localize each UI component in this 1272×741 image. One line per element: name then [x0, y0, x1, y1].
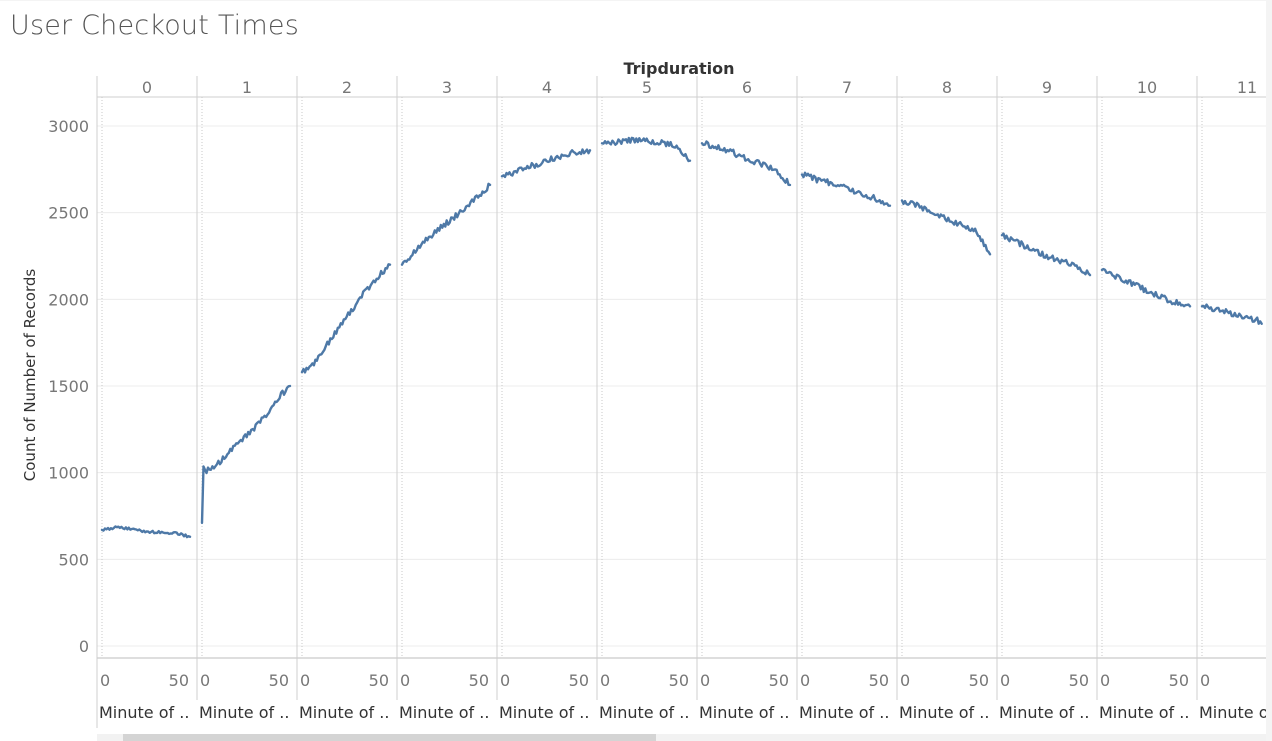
scrollbar-track[interactable]	[97, 734, 1266, 741]
x-tick-label: 0	[900, 671, 910, 690]
x-tick-label: 50	[169, 671, 189, 690]
x-tick-label: 50	[1069, 671, 1089, 690]
x-tick-label: 50	[369, 671, 389, 690]
x-tick-label: 0	[200, 671, 210, 690]
scrollbar-thumb[interactable]	[123, 734, 656, 741]
series-line-panel-11	[1200, 303, 1263, 325]
chart-title: User Checkout Times	[10, 10, 299, 41]
panel-header-label: 6	[742, 78, 752, 97]
x-axis-title: Minute of ..	[499, 703, 589, 722]
panel-header-label: 1	[242, 78, 252, 97]
x-axis-title: Minute of ..	[399, 703, 489, 722]
series-line-panel-1	[200, 384, 292, 525]
series-line-panel-2	[300, 263, 392, 374]
x-tick-label: 0	[1000, 671, 1010, 690]
series-line-panel-10	[1100, 267, 1192, 308]
x-tick-label: 0	[700, 671, 710, 690]
x-axis-title: Minute of ..	[999, 703, 1089, 722]
y-tick-label: 500	[58, 550, 89, 569]
series-line-panel-8	[900, 199, 992, 256]
frame-layer	[96, 76, 1266, 728]
y-tick-label: 2500	[48, 204, 89, 223]
x-tick-label: 50	[869, 671, 889, 690]
panel-header-label: 0	[142, 78, 152, 97]
x-axis-title: Minute of ..	[899, 703, 989, 722]
grid-layer	[97, 125, 1266, 647]
panel-header-label: 10	[1137, 78, 1157, 97]
data-layer	[100, 136, 1263, 539]
x-tick-label: 0	[500, 671, 510, 690]
x-tick-label: 0	[1100, 671, 1110, 690]
x-axis-title: Minute of ..	[599, 703, 689, 722]
column-header: Tripduration	[623, 59, 734, 78]
y-tick-label: 1500	[48, 377, 89, 396]
x-tick-label: 50	[769, 671, 789, 690]
x-axis-title: Minute of ..	[299, 703, 389, 722]
panel-header-label: 5	[642, 78, 652, 97]
x-tick-label: 50	[469, 671, 489, 690]
panel-header-label: 3	[442, 78, 452, 97]
panel-header-label: 9	[1042, 78, 1052, 97]
x-axis-title: Minute of ..	[799, 703, 889, 722]
panel-header-label: 4	[542, 78, 552, 97]
y-tick-label: 3000	[48, 117, 89, 136]
label-layer: Tripduration Count of Number of Records …	[21, 59, 1266, 722]
panel-header-label: 11	[1237, 78, 1257, 97]
x-tick-label: 0	[100, 671, 110, 690]
x-tick-label: 50	[969, 671, 989, 690]
y-tick-label: 0	[79, 637, 89, 656]
x-tick-label: 50	[269, 671, 289, 690]
x-axis-title: Minute of ..	[99, 703, 189, 722]
series-line-panel-5	[600, 136, 692, 163]
x-axis-title: Minute of ..	[699, 703, 789, 722]
panel-header-label: 2	[342, 78, 352, 97]
series-line-panel-7	[800, 171, 892, 207]
x-tick-label: 50	[1169, 671, 1189, 690]
x-axis-title: Minute of ..	[1099, 703, 1189, 722]
series-line-panel-4	[500, 148, 592, 179]
x-axis-title: Minute of ..	[199, 703, 289, 722]
x-tick-label: 0	[800, 671, 810, 690]
x-tick-label: 50	[569, 671, 589, 690]
x-tick-label: 50	[669, 671, 689, 690]
series-line-panel-9	[1000, 232, 1092, 277]
series-line-panel-6	[700, 140, 792, 187]
x-tick-label: 0	[400, 671, 410, 690]
series-line-panel-3	[400, 182, 492, 266]
top-border	[0, 0, 1266, 1]
x-tick-label: 0	[600, 671, 610, 690]
horizontal-scrollbar[interactable]	[97, 734, 1266, 741]
series-line-panel-0	[100, 525, 192, 539]
x-tick-label: 0	[300, 671, 310, 690]
x-tick-label: 0	[1200, 671, 1210, 690]
panel-header-label: 7	[842, 78, 852, 97]
vertical-scrollbar[interactable]	[1266, 0, 1272, 741]
panel-header-label: 8	[942, 78, 952, 97]
y-tick-label: 2000	[48, 290, 89, 309]
y-tick-label: 1000	[48, 464, 89, 483]
x-axis-title: Minute of ..	[1199, 703, 1266, 722]
y-axis-title: Count of Number of Records	[21, 269, 39, 482]
